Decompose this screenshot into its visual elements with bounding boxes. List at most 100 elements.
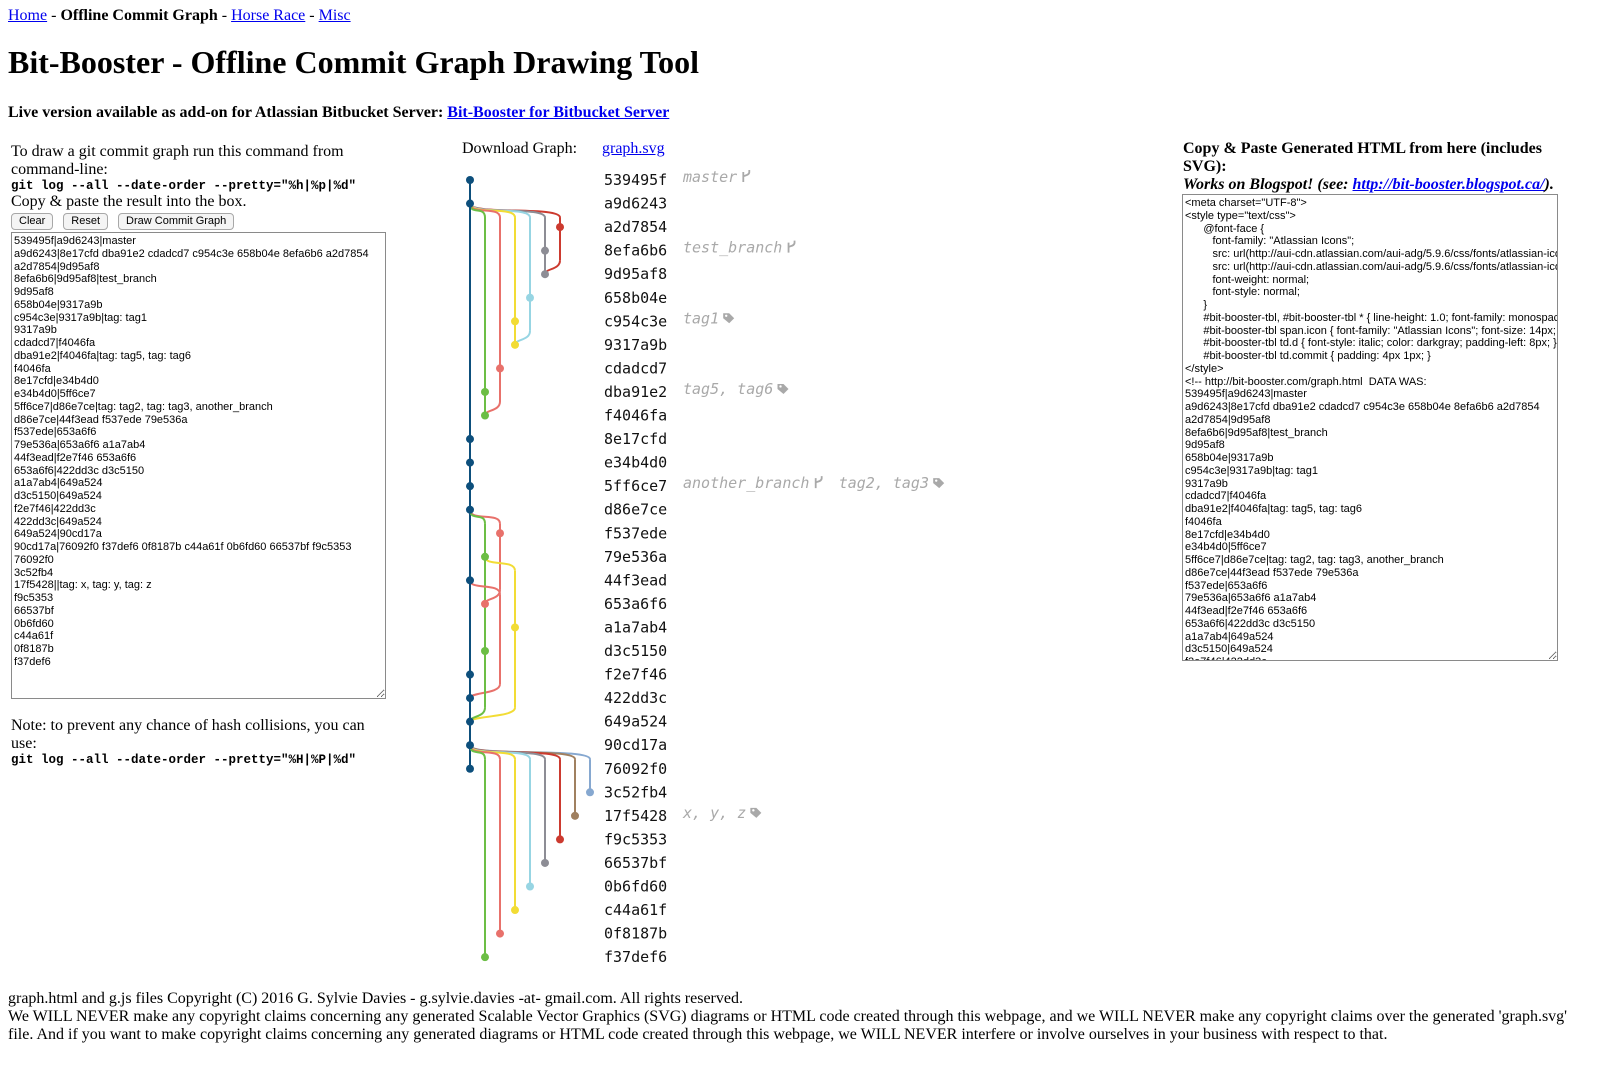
download-label: Download Graph: — [462, 140, 578, 157]
commit-hash: 9317a9b — [604, 336, 667, 354]
tag-label: tag5, tag6 — [683, 380, 773, 398]
commit-node — [511, 317, 519, 326]
commit-node — [511, 623, 519, 632]
blogspot-link[interactable]: http://bit-booster.blogspot.ca/ — [1352, 176, 1545, 193]
branch-label: master — [682, 168, 737, 186]
tag-icon — [723, 313, 735, 324]
commit-node — [466, 764, 474, 773]
graph-merge-edge — [469, 707, 516, 723]
commit-hash: a9d6243 — [604, 195, 667, 213]
commit-node — [541, 246, 549, 255]
commit-hash: 539495f — [604, 171, 667, 189]
commit-node — [466, 458, 474, 467]
commit-hash: 3c52fb4 — [604, 783, 667, 801]
commit-node — [466, 176, 474, 184]
commit-hash: 653a6f6 — [604, 595, 667, 613]
commit-hash: f9c5353 — [604, 830, 667, 848]
instructions-panel: To draw a git commit graph run this comm… — [11, 143, 391, 230]
instructions-intro: To draw a git commit graph run this comm… — [11, 143, 344, 178]
footer: graph.html and g.js files Copyright (C) … — [8, 990, 1588, 1044]
commit-hash: f37def6 — [604, 948, 667, 966]
commit-hash: d3c5150 — [604, 642, 667, 660]
commit-hash: 9d95af8 — [604, 265, 667, 283]
tag-icon — [750, 807, 762, 818]
nav-misc-link[interactable]: Misc — [318, 7, 351, 24]
commit-hash: 76092f0 — [604, 760, 667, 778]
live-version-notice: Live version available as add-on for Atl… — [8, 104, 669, 122]
commit-hash: 422dd3c — [604, 689, 667, 707]
commit-node — [481, 647, 489, 655]
note-text: Note: to prevent any chance of hash coll… — [11, 717, 365, 752]
full-hash-command: git log --all --date-order --pretty="%H|… — [11, 753, 357, 767]
live-version-text: Live version available as add-on for Atl… — [8, 104, 444, 121]
tag-icon — [777, 383, 789, 394]
commit-hash: f4046fa — [604, 407, 667, 425]
commit-node — [556, 223, 564, 232]
tag-icon — [933, 478, 945, 489]
commit-hash: dba91e2 — [604, 383, 667, 401]
tag-icon-hole — [779, 385, 782, 388]
commit-hash: a1a7ab4 — [604, 618, 667, 636]
commit-hash: 66537bf — [604, 854, 667, 872]
commit-hash: 5ff6ce7 — [604, 477, 667, 495]
commit-node — [466, 694, 474, 703]
git-log-input[interactable] — [11, 232, 386, 699]
commit-hash: 658b04e — [604, 289, 667, 307]
branch-icon — [742, 170, 751, 182]
commit-hash: 649a524 — [604, 713, 667, 731]
commit-hash: 17f5428 — [604, 807, 667, 825]
graph-svg-link[interactable]: graph.svg — [602, 140, 665, 157]
breadcrumb: Home - Offline Commit Graph - Horse Race… — [8, 7, 351, 25]
commit-node — [556, 835, 564, 844]
commit-hash: c954c3e — [604, 312, 667, 330]
commit-hash: 79e536a — [604, 548, 667, 566]
commit-node — [481, 411, 489, 420]
clear-button[interactable]: Clear — [11, 213, 54, 230]
page-title: Bit-Booster - Offline Commit Graph Drawi… — [8, 44, 699, 80]
commit-node — [481, 387, 489, 396]
commit-node — [496, 529, 504, 538]
branch-icon — [787, 240, 796, 253]
commit-hash: 0f8187b — [604, 925, 667, 943]
commit-node — [466, 482, 474, 491]
commit-hash: c44a61f — [604, 901, 667, 919]
commit-node — [496, 364, 504, 373]
generated-html-output[interactable] — [1182, 194, 1558, 661]
bit-booster-bitbucket-link[interactable]: Bit-Booster for Bitbucket Server — [447, 104, 670, 121]
tag-icon-hole — [725, 314, 728, 317]
nav-home-link[interactable]: Home — [8, 7, 48, 24]
branch-label: another_branch — [683, 474, 809, 492]
nav-current-page: Offline Commit Graph — [60, 7, 218, 24]
commit-node — [466, 670, 474, 679]
tag-label: tag1 — [683, 309, 719, 327]
commit-hash: f2e7f46 — [604, 666, 667, 684]
commit-hash: 44f3ead — [604, 571, 667, 589]
commit-node — [466, 717, 474, 726]
footer-disclaimer: We WILL NEVER make any copyright claims … — [8, 1008, 1568, 1043]
commit-node — [571, 811, 579, 820]
blogspot-note: Works on Blogspot! (see: http://bit-boos… — [1183, 176, 1573, 194]
commit-node — [466, 199, 474, 208]
footer-copyright: graph.html and g.js files Copyright (C) … — [8, 990, 743, 1007]
commit-node — [541, 270, 549, 279]
commit-hash: 8e17cfd — [604, 430, 667, 448]
tag-label: x, y, z — [682, 804, 746, 822]
commit-node — [511, 340, 519, 349]
commit-graph: 539495f a9d6243 a2d7854 8efa6b6 9d95af8 658b0… — [466, 168, 945, 966]
commit-node — [586, 788, 594, 797]
draw-commit-graph-button[interactable]: Draw Commit Graph — [118, 213, 235, 230]
commit-hash: 90cd17a — [604, 736, 667, 754]
commit-hash: a2d7854 — [604, 218, 667, 236]
nav-separator: - — [305, 7, 319, 24]
nav-horse-race-link[interactable]: Horse Race — [231, 7, 306, 24]
commit-node — [466, 435, 474, 444]
commit-node — [526, 293, 534, 302]
reset-button[interactable]: Reset — [63, 213, 109, 230]
commit-node — [541, 858, 549, 867]
commit-hash: 8efa6b6 — [604, 242, 667, 260]
commit-node — [511, 906, 519, 915]
commit-node — [481, 552, 489, 561]
tag-icon-hole — [935, 479, 938, 482]
commit-node — [496, 929, 504, 938]
commit-hash: cdadcd7 — [604, 359, 667, 377]
